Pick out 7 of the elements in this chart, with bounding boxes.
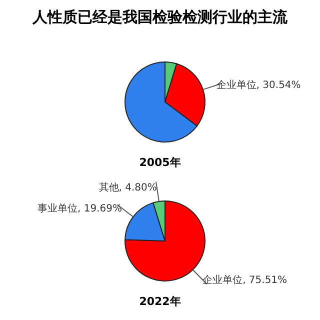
slice-label: 企业单位, 75.51% bbox=[202, 274, 288, 286]
text: 2005年 bbox=[138, 155, 182, 170]
slice-label: 其他, 4.80% bbox=[98, 182, 157, 194]
slice-label: 企业单位, 30.54% bbox=[216, 79, 301, 92]
chart-title: 人性质已经是我国检验检测行业的主流 bbox=[31, 8, 288, 27]
slice-label: 事业单位, 19.69% bbox=[38, 202, 122, 214]
text: 2022年 bbox=[138, 294, 182, 309]
